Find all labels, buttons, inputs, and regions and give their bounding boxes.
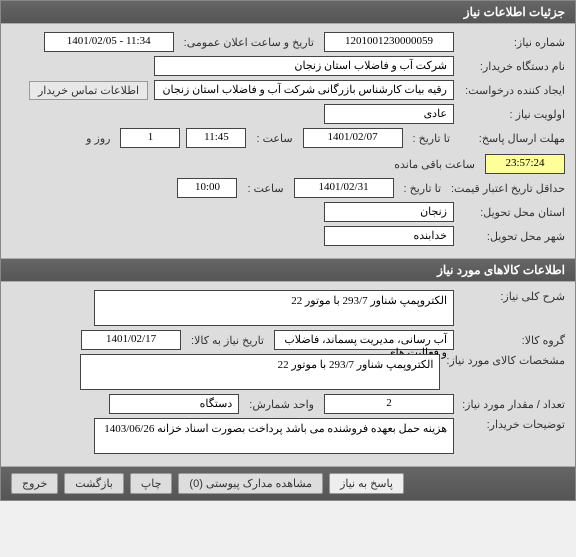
row-creator: ایجاد کننده درخواست: رقیه بیات کارشناس ب…	[11, 80, 565, 100]
row-need-number: شماره نیاز: 1201001230000059 تاریخ و ساع…	[11, 32, 565, 52]
row-priority: اولویت نیاز : عادی	[11, 104, 565, 124]
to-date-label-2: تا تاریخ :	[400, 182, 445, 195]
group-value: آب رسانی، مدیریت پسماند، فاضلاب و فعالیت…	[274, 330, 454, 350]
goods-info-form: شرح کلی نیاز: الکتروپمپ شناور 293/7 با م…	[1, 281, 575, 467]
qty-value: 2	[324, 394, 454, 414]
time-label-1: ساعت :	[252, 132, 296, 145]
announce-label: تاریخ و ساعت اعلان عمومی:	[180, 36, 318, 49]
remain-days-value: 1	[120, 128, 180, 148]
reply-time-value: 11:45	[186, 128, 246, 148]
creator-label: ایجاد کننده درخواست:	[460, 84, 565, 97]
desc-label: شرح کلی نیاز:	[460, 290, 565, 303]
row-province: استان محل تحویل: زنجان	[11, 202, 565, 222]
buyer-value: شرکت آب و فاضلاب استان زنجان	[154, 56, 454, 76]
section-header-need-info: جزئیات اطلاعات نیاز	[1, 1, 575, 23]
to-date-label-1: تا تاریخ :	[409, 132, 454, 145]
group-label: گروه کالا:	[460, 334, 565, 347]
city-label: شهر محل تحویل:	[460, 230, 565, 243]
need-details-panel: جزئیات اطلاعات نیاز شماره نیاز: 12010012…	[0, 0, 576, 501]
price-time-value: 10:00	[177, 178, 237, 198]
spec-value: الکتروپمپ شناور 293/7 با موتور 22	[80, 354, 440, 390]
remain-time-value: 23:57:24	[485, 154, 565, 174]
need-date-label: تاریخ نیاز به کالا:	[187, 334, 268, 347]
row-reply-deadline: مهلت ارسال پاسخ: تا تاریخ : 1401/02/07 س…	[11, 128, 565, 174]
footer-toolbar: پاسخ به نیاز مشاهده مدارک پیوستی (0) چاپ…	[1, 467, 575, 500]
print-button[interactable]: چاپ	[130, 473, 173, 494]
days-label: روز و	[82, 132, 114, 145]
price-date-value: 1401/02/31	[294, 178, 394, 198]
row-price-validity: حداقل تاریخ اعتبار قیمت: تا تاریخ : 1401…	[11, 178, 565, 198]
need-info-form: شماره نیاز: 1201001230000059 تاریخ و ساع…	[1, 23, 575, 259]
notes-value: هزینه حمل بعهده فروشنده می باشد پرداخت ب…	[94, 418, 454, 454]
province-value: زنجان	[324, 202, 454, 222]
announce-value: 1401/02/05 - 11:34	[44, 32, 174, 52]
row-buyer: نام دستگاه خریدار: شرکت آب و فاضلاب استا…	[11, 56, 565, 76]
row-qty: تعداد / مقدار مورد نیاز: 2 واحد شمارش: د…	[11, 394, 565, 414]
notes-label: توضیحات خریدار:	[460, 418, 565, 431]
need-date-value: 1401/02/17	[81, 330, 181, 350]
attachments-button[interactable]: مشاهده مدارک پیوستی (0)	[178, 473, 323, 494]
buyer-contact-button[interactable]: اطلاعات تماس خریدار	[29, 81, 148, 100]
back-button[interactable]: بازگشت	[64, 473, 124, 494]
unit-label: واحد شمارش:	[245, 398, 318, 411]
row-description: شرح کلی نیاز: الکتروپمپ شناور 293/7 با م…	[11, 290, 565, 326]
exit-button[interactable]: خروج	[11, 473, 58, 494]
qty-label: تعداد / مقدار مورد نیاز:	[460, 398, 565, 411]
city-value: خدابنده	[324, 226, 454, 246]
price-valid-label: حداقل تاریخ اعتبار قیمت:	[451, 182, 565, 195]
priority-label: اولویت نیاز :	[460, 108, 565, 121]
row-city: شهر محل تحویل: خدابنده	[11, 226, 565, 246]
reply-button[interactable]: پاسخ به نیاز	[329, 473, 404, 494]
need-number-label: شماره نیاز:	[460, 36, 565, 49]
buyer-label: نام دستگاه خریدار:	[460, 60, 565, 73]
unit-value: دستگاه	[109, 394, 239, 414]
need-number-value: 1201001230000059	[324, 32, 454, 52]
spec-label: مشخصات کالای مورد نیاز:	[446, 354, 565, 367]
section-header-goods-info: اطلاعات کالاهای مورد نیاز	[1, 259, 575, 281]
time-label-2: ساعت :	[243, 182, 287, 195]
remain-label: ساعت باقی مانده	[390, 158, 479, 171]
creator-value: رقیه بیات کارشناس بازرگانی شرکت آب و فاض…	[154, 80, 454, 100]
reply-date-value: 1401/02/07	[303, 128, 403, 148]
row-spec: مشخصات کالای مورد نیاز: الکتروپمپ شناور …	[11, 354, 565, 390]
row-notes: توضیحات خریدار: هزینه حمل بعهده فروشنده …	[11, 418, 565, 454]
reply-deadline-label: مهلت ارسال پاسخ:	[460, 132, 565, 145]
priority-value: عادی	[324, 104, 454, 124]
province-label: استان محل تحویل:	[460, 206, 565, 219]
row-group: گروه کالا: آب رسانی، مدیریت پسماند، فاضل…	[11, 330, 565, 350]
desc-value: الکتروپمپ شناور 293/7 با موتور 22	[94, 290, 454, 326]
